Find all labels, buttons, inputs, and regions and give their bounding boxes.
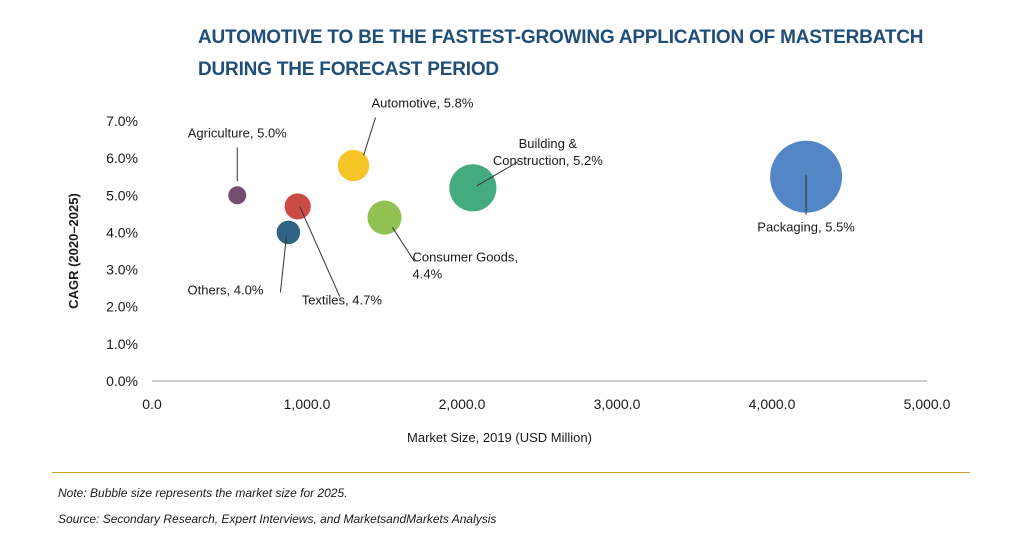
y-tick-label: 1.0% [106, 336, 138, 352]
x-tick-label: 4,000.0 [749, 396, 796, 412]
y-tick-label: 6.0% [106, 150, 138, 166]
bubble-label: Others, 4.0% [188, 282, 264, 297]
bubble [284, 193, 311, 220]
y-tick-label: 4.0% [106, 224, 138, 240]
bubble-label-line: Construction, 5.2% [493, 153, 603, 168]
bubble-leader-line [299, 206, 341, 297]
bubble-label-line: Building & [519, 136, 578, 151]
bubble-label: Consumer Goods, 4.4% [413, 250, 519, 282]
bubble-label-line: 4.4% [413, 267, 443, 282]
chart-axes: 0.0% 1.0% 2.0% 3.0% 4.0% 5.0% 6.0% 7.0% 0.0 1,000… [66, 113, 951, 445]
y-tick-label: 0.0% [106, 373, 138, 389]
bubble-label-line: Consumer Goods, [413, 250, 519, 265]
chart-title: AUTOMOTIVE TO BE THE FASTEST-GROWING APP… [198, 22, 998, 86]
x-tick-label: 2,000.0 [439, 396, 486, 412]
bubble-label: Automotive, 5.8% [372, 96, 474, 111]
y-tick-label: 5.0% [106, 187, 138, 203]
x-tick-label: 5,000.0 [904, 396, 951, 412]
bubble [367, 200, 402, 235]
y-tick-label: 7.0% [106, 113, 138, 129]
bubble-label: Packaging, 5.5% [757, 220, 855, 235]
chart-title-line-2: DURING THE FORECAST PERIOD [198, 59, 499, 80]
source-note: Source: Secondary Research, Expert Inter… [58, 512, 497, 526]
bubble-leader-line [392, 227, 415, 262]
bubble [337, 149, 370, 182]
y-tick-label: 2.0% [106, 299, 138, 315]
y-tick-label: 3.0% [106, 262, 138, 278]
chart-title-line-1: AUTOMOTIVE TO BE THE FASTEST-GROWING APP… [198, 27, 924, 48]
bubble-label-layer: Agriculture, 5.0% Automotive, 5.8% Buildin… [188, 96, 856, 308]
bubble [276, 220, 301, 245]
x-tick-label: 0.0 [142, 396, 162, 412]
footer-divider [52, 472, 970, 473]
x-tick-label: 1,000.0 [284, 396, 331, 412]
bubble-size-note: Note: Bubble size represents the market … [58, 486, 348, 500]
bubble-leader-line [279, 236, 287, 293]
x-axis-title: Market Size, 2019 (USD Million) [407, 430, 592, 445]
bubble-label: Agriculture, 5.0% [188, 125, 287, 140]
bubble [228, 186, 247, 205]
bubble-label: Textiles, 4.7% [302, 292, 383, 307]
x-tick-label: 3,000.0 [594, 396, 641, 412]
y-axis-title: CAGR (2020–2025) [66, 193, 81, 309]
bubble-label: Building & Construction, 5.2% [493, 136, 603, 168]
bubble-leader-line [476, 161, 519, 187]
bubble-chart: 0.0% 1.0% 2.0% 3.0% 4.0% 5.0% 6.0% 7.0% 0.0 1,000… [66, 96, 951, 445]
bubble-leader-line [363, 117, 376, 156]
bubble [449, 164, 497, 212]
